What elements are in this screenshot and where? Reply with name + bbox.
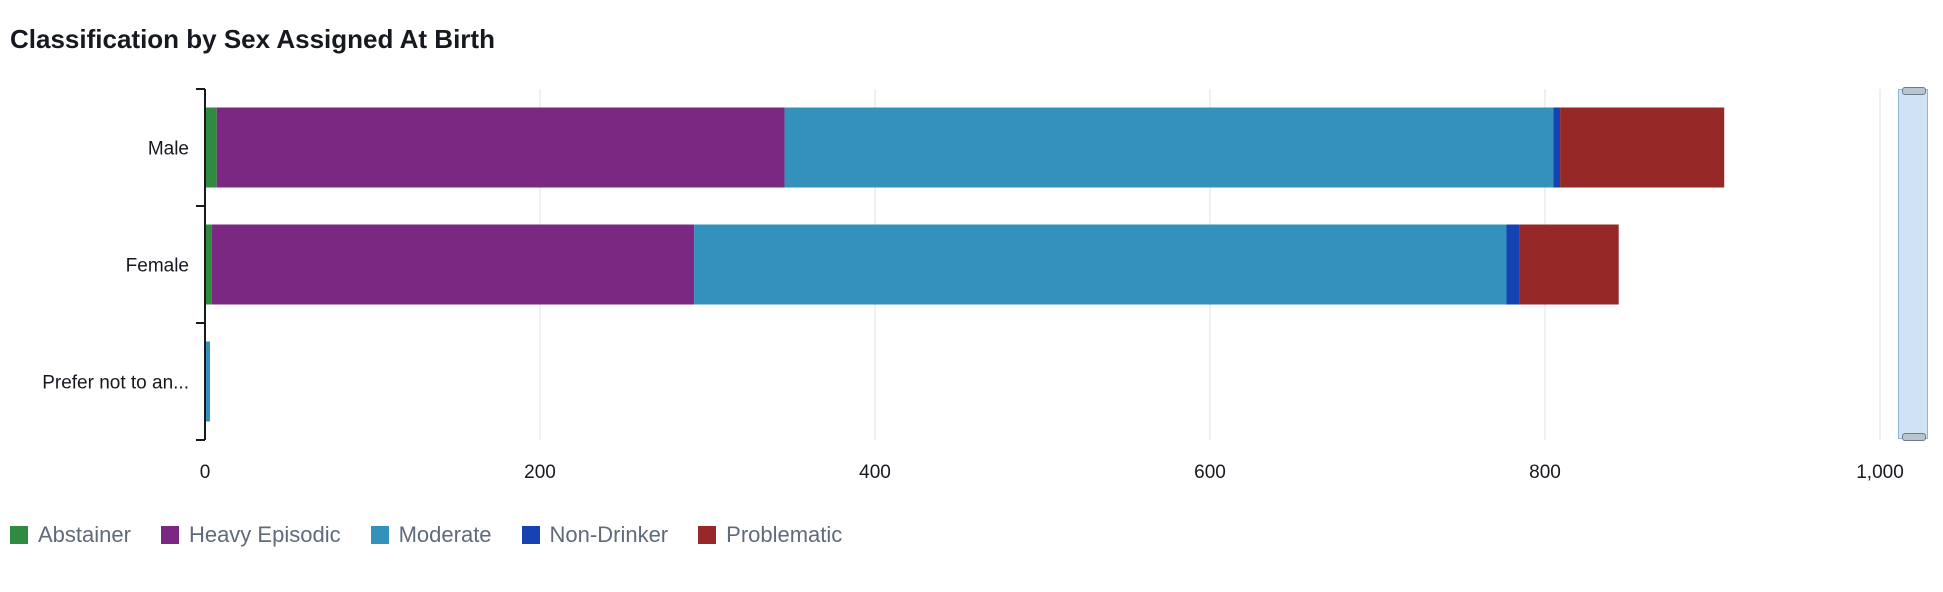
bar-segment[interactable] [1506, 224, 1520, 305]
category-label: Prefer not to an... [42, 373, 189, 394]
bar-segment[interactable] [205, 224, 212, 305]
vertical-scrollbar[interactable] [1898, 87, 1928, 441]
legend-label: Heavy Episodic [188, 522, 341, 547]
legend-swatch [521, 526, 540, 544]
legend-label: Abstainer [38, 522, 131, 547]
category-label: Female [126, 256, 189, 277]
x-tick-label: 200 [524, 462, 556, 483]
bar-segment[interactable] [205, 341, 211, 422]
bar-segment[interactable] [205, 107, 217, 188]
bar-segment[interactable] [211, 224, 695, 305]
axes: 0 200 400 600 800 1,000 Male Female Prefer not t… [42, 88, 1904, 483]
category-label: Male [148, 139, 189, 160]
legend-item[interactable]: Problematic [698, 522, 842, 548]
x-tick-label: 0 [200, 462, 211, 483]
legend-item[interactable]: Abstainer [10, 522, 131, 548]
bars[interactable] [205, 107, 1725, 422]
legend-swatch [10, 526, 28, 544]
x-tick-label: 800 [1529, 462, 1561, 483]
scrollbar-top-handle[interactable] [1902, 87, 1926, 95]
legend-swatch [698, 526, 717, 544]
legend-item[interactable]: Moderate [370, 522, 492, 548]
bar-segment[interactable] [784, 107, 1554, 188]
legend-swatch [160, 526, 179, 544]
bar-segment[interactable] [1553, 107, 1561, 188]
legend-label: Problematic [726, 522, 843, 547]
x-tick-label: 1,000 [1856, 462, 1904, 483]
legend-swatch [370, 526, 389, 544]
legend-item[interactable]: Heavy Episodic [160, 522, 341, 548]
bar-segment[interactable] [216, 107, 785, 188]
scrollbar-bottom-handle[interactable] [1902, 433, 1926, 441]
legend-label: Non-Drinker [549, 522, 669, 547]
bar-segment[interactable] [694, 224, 1507, 305]
x-tick-label: 600 [1194, 462, 1226, 483]
bar-segment[interactable] [1519, 224, 1619, 305]
legend-item[interactable]: Non-Drinker [521, 522, 669, 548]
bar-segment[interactable] [1560, 107, 1725, 188]
chart-title: Classification by Sex Assigned At Birth [10, 24, 495, 54]
x-tick-label: 400 [859, 462, 891, 483]
legend-label: Moderate [398, 522, 492, 547]
legend: Abstainer Heavy Episodic Moderate Non-Drink… [10, 522, 872, 548]
